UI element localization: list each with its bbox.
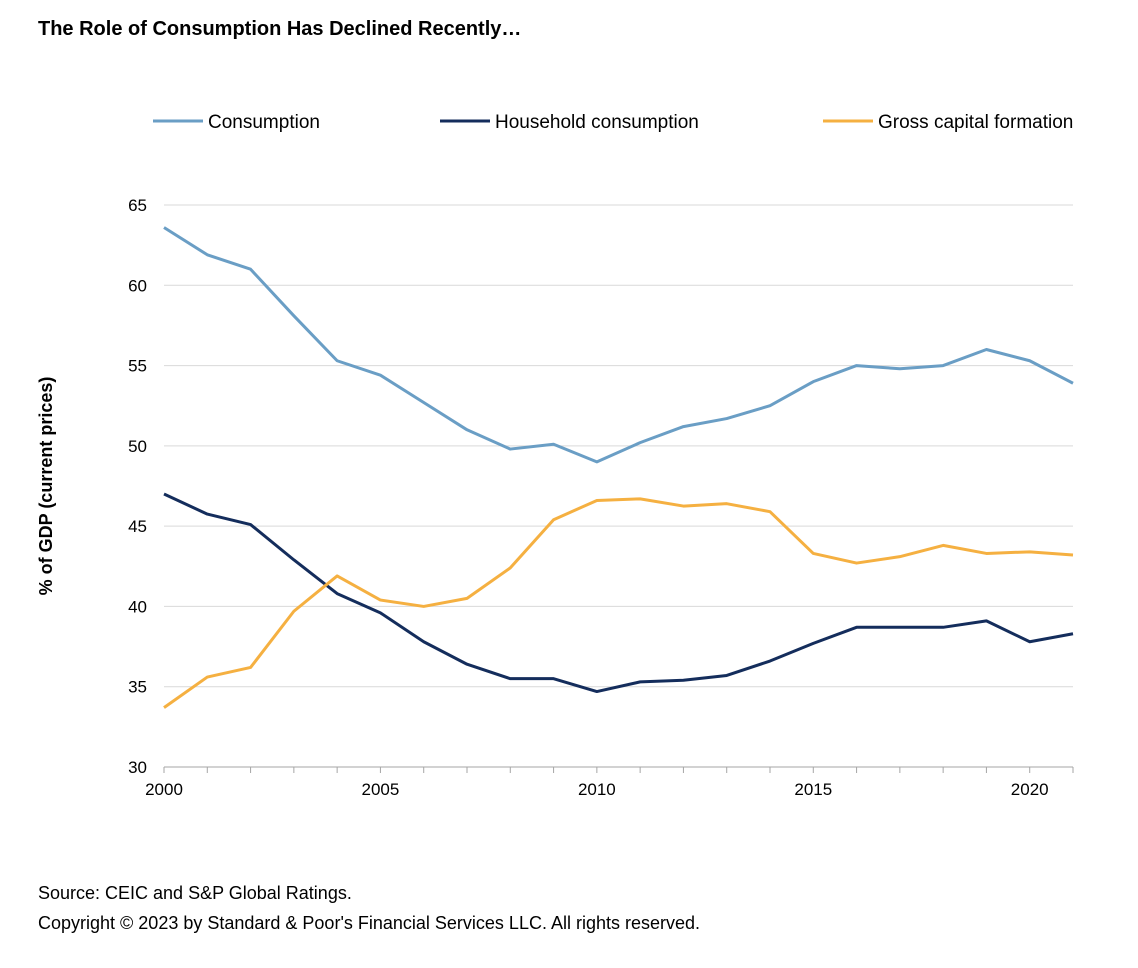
y-tick-label: 35 — [128, 678, 147, 697]
y-tick-label: 55 — [128, 357, 147, 376]
x-tick-label: 2020 — [1011, 780, 1049, 799]
y-tick-label: 60 — [128, 276, 147, 295]
y-tick-label: 50 — [128, 437, 147, 456]
series-line-consumption — [163, 226, 1074, 464]
series-line-household-consumption — [163, 492, 1074, 694]
y-tick-label: 30 — [128, 758, 147, 777]
x-tick-label: 2010 — [578, 780, 616, 799]
y-tick-label: 40 — [128, 597, 147, 616]
legend-label: Household consumption — [495, 112, 699, 133]
x-tick-label: 2000 — [145, 780, 183, 799]
series-line-gross-capital-formation — [163, 497, 1074, 709]
x-tick-label: 2015 — [794, 780, 832, 799]
x-tick-label: 2005 — [362, 780, 400, 799]
source-note: Source: CEIC and S&P Global Ratings. — [38, 883, 352, 903]
chart-title: The Role of Consumption Has Declined Rec… — [38, 18, 522, 40]
legend-label: Gross capital formation — [878, 112, 1073, 133]
y-tick-label: 65 — [128, 196, 147, 215]
legend-label: Consumption — [208, 112, 320, 133]
footer: Source: CEIC and S&P Global Ratings. Cop… — [38, 878, 700, 938]
y-axis-label: % of GDP (current prices) — [36, 377, 56, 596]
y-tick-label: 45 — [128, 517, 147, 536]
copyright-note: Copyright © 2023 by Standard & Poor's Fi… — [38, 913, 701, 933]
